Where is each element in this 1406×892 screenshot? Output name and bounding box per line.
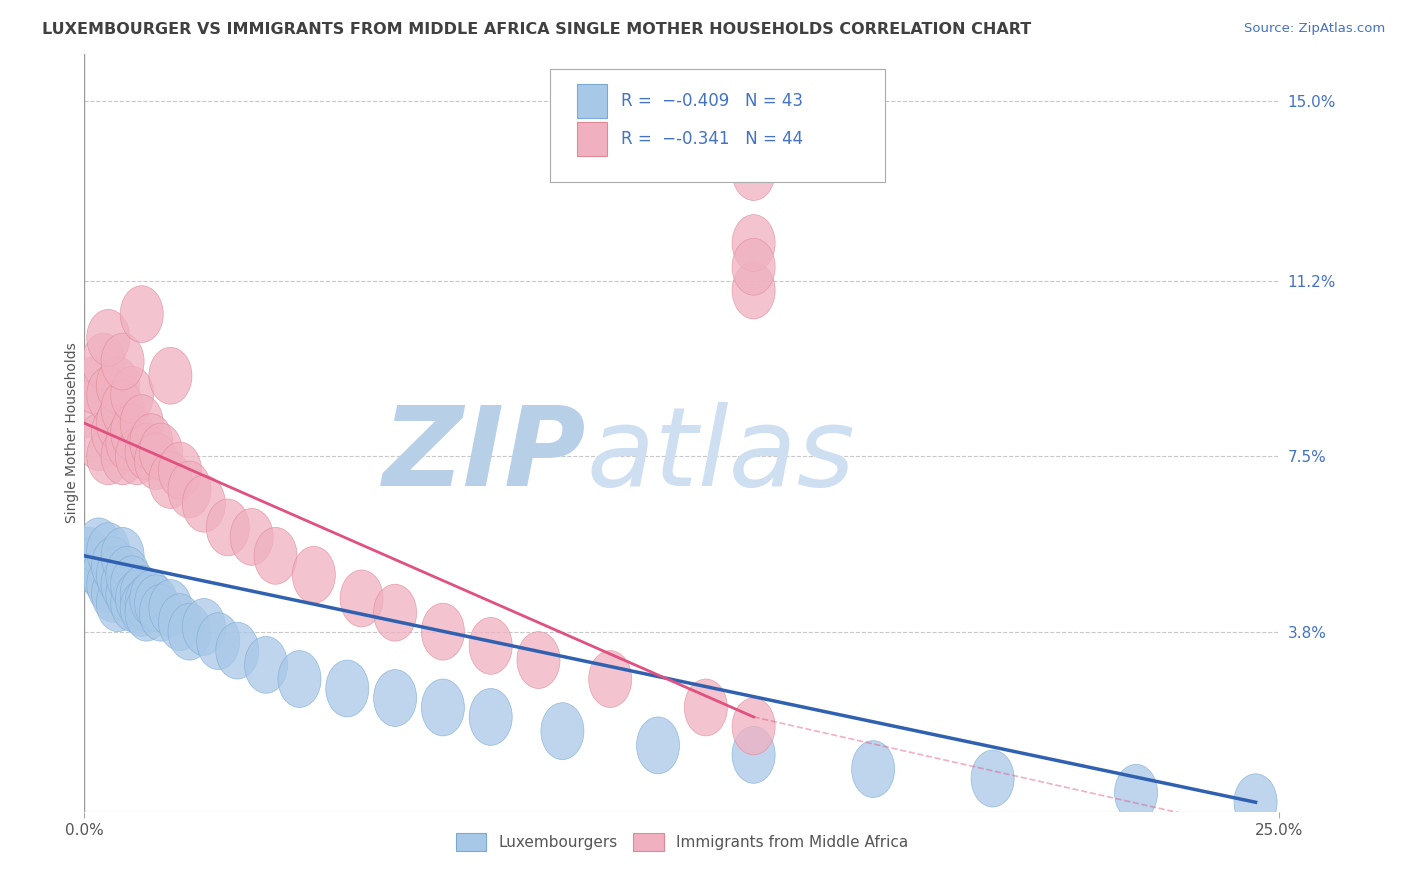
Ellipse shape [77,518,121,574]
Ellipse shape [101,381,145,437]
Ellipse shape [87,428,129,484]
Ellipse shape [374,670,416,726]
Ellipse shape [733,215,775,271]
Ellipse shape [278,650,321,707]
Ellipse shape [115,428,159,484]
Ellipse shape [292,546,336,603]
FancyBboxPatch shape [551,69,886,183]
Ellipse shape [149,347,191,404]
Ellipse shape [207,499,249,556]
Ellipse shape [111,574,153,632]
Ellipse shape [733,262,775,319]
Ellipse shape [637,717,679,774]
Ellipse shape [67,527,111,584]
Ellipse shape [470,689,512,746]
Ellipse shape [111,556,153,613]
Ellipse shape [96,574,139,632]
Ellipse shape [231,508,273,566]
Ellipse shape [115,570,159,627]
Y-axis label: Single Mother Households: Single Mother Households [65,343,79,523]
Ellipse shape [101,333,145,390]
Ellipse shape [135,574,177,632]
Ellipse shape [589,650,631,707]
Ellipse shape [67,381,111,437]
Ellipse shape [1115,764,1157,822]
Ellipse shape [87,310,129,367]
Ellipse shape [105,546,149,603]
Ellipse shape [470,617,512,674]
Ellipse shape [129,570,173,627]
Ellipse shape [517,632,560,689]
Ellipse shape [733,726,775,783]
Ellipse shape [129,414,173,471]
Ellipse shape [169,603,211,660]
Ellipse shape [972,750,1014,807]
Ellipse shape [91,404,135,461]
Legend: Luxembourgers, Immigrants from Middle Africa: Luxembourgers, Immigrants from Middle Af… [450,827,914,857]
Ellipse shape [105,566,149,623]
Ellipse shape [685,679,727,736]
Ellipse shape [77,414,121,471]
Ellipse shape [340,570,384,627]
Ellipse shape [125,423,169,480]
Ellipse shape [111,367,153,423]
Ellipse shape [1234,773,1277,830]
Ellipse shape [149,580,191,636]
Ellipse shape [101,527,145,584]
Ellipse shape [121,580,163,636]
Ellipse shape [169,461,211,518]
Text: atlas: atlas [586,402,855,508]
Ellipse shape [733,144,775,201]
Ellipse shape [96,357,139,414]
Text: ZIP: ZIP [382,402,586,508]
Ellipse shape [101,428,145,484]
Ellipse shape [422,679,464,736]
Ellipse shape [121,394,163,451]
Ellipse shape [733,238,775,295]
Ellipse shape [326,660,368,717]
Ellipse shape [87,556,129,613]
Ellipse shape [197,613,239,670]
Text: R =  −-0.341   N = 44: R = −-0.341 N = 44 [621,130,803,148]
Ellipse shape [159,442,201,499]
Ellipse shape [852,740,894,797]
Ellipse shape [96,394,139,451]
Ellipse shape [87,367,129,423]
Ellipse shape [91,566,135,623]
Ellipse shape [139,584,183,641]
Ellipse shape [159,594,201,650]
Ellipse shape [82,333,125,390]
Ellipse shape [183,599,225,656]
Ellipse shape [217,623,259,679]
Ellipse shape [121,566,163,623]
Ellipse shape [105,414,149,471]
Ellipse shape [73,537,115,594]
Ellipse shape [139,423,183,480]
Text: R =  −-0.409   N = 43: R = −-0.409 N = 43 [621,92,803,111]
Ellipse shape [87,523,129,580]
Ellipse shape [733,698,775,755]
Ellipse shape [125,574,169,632]
Ellipse shape [82,546,125,603]
Ellipse shape [73,357,115,414]
Ellipse shape [422,603,464,660]
Ellipse shape [149,451,191,508]
Ellipse shape [374,584,416,641]
Ellipse shape [135,433,177,490]
Bar [576,122,606,156]
Ellipse shape [121,285,163,343]
Ellipse shape [91,537,135,594]
Ellipse shape [101,556,145,613]
Ellipse shape [111,404,153,461]
Ellipse shape [541,703,583,760]
Text: Source: ZipAtlas.com: Source: ZipAtlas.com [1244,22,1385,36]
Ellipse shape [245,636,288,693]
Bar [576,84,606,118]
Ellipse shape [183,475,225,533]
Ellipse shape [254,527,297,584]
Ellipse shape [125,584,169,641]
Ellipse shape [96,546,139,603]
Text: LUXEMBOURGER VS IMMIGRANTS FROM MIDDLE AFRICA SINGLE MOTHER HOUSEHOLDS CORRELATI: LUXEMBOURGER VS IMMIGRANTS FROM MIDDLE A… [42,22,1032,37]
